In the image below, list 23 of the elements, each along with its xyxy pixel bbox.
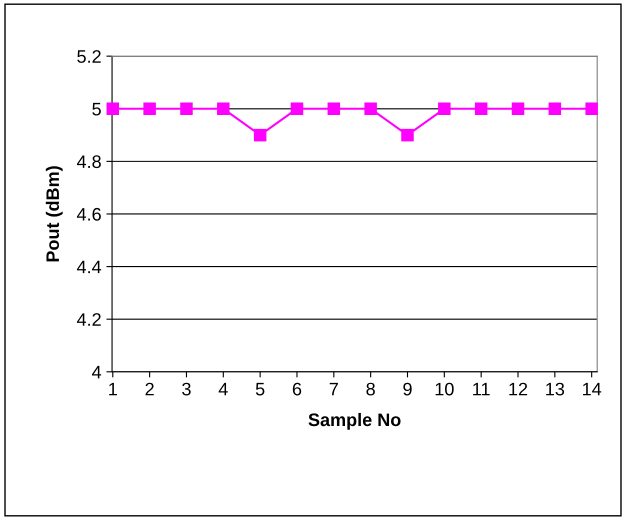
y-tick-label: 4.4 — [76, 260, 102, 274]
x-axis-title: Sample No — [308, 412, 401, 430]
y-tick-label: 4.8 — [76, 155, 101, 168]
x-tick-label: 4 — [218, 382, 228, 396]
x-tick-label: 10 — [436, 382, 454, 396]
x-tick-label: 3 — [182, 382, 191, 396]
x-tick-label: 1 — [109, 382, 117, 396]
x-tick-label: 14 — [583, 382, 602, 396]
y-tick-label: 5.2 — [77, 50, 101, 63]
x-tick-label: 7 — [330, 382, 338, 396]
x-tick-label: 6 — [292, 382, 302, 396]
x-tick-label: 2 — [146, 382, 154, 396]
y-tick-label: 5 — [92, 102, 101, 116]
y-tick-label: 4.2 — [76, 313, 101, 326]
y-axis-title: Pout (dBm) — [46, 166, 63, 262]
x-tick-label: 5 — [256, 382, 264, 396]
y-tick-label: 4.6 — [76, 208, 101, 221]
x-tick-label: 9 — [403, 382, 412, 396]
x-tick-label: 11 — [473, 382, 490, 396]
x-tick-label: 12 — [509, 382, 528, 396]
y-tick-label: 4 — [92, 366, 102, 378]
x-tick-label: 8 — [366, 382, 375, 396]
x-tick-label: 13 — [546, 382, 564, 396]
